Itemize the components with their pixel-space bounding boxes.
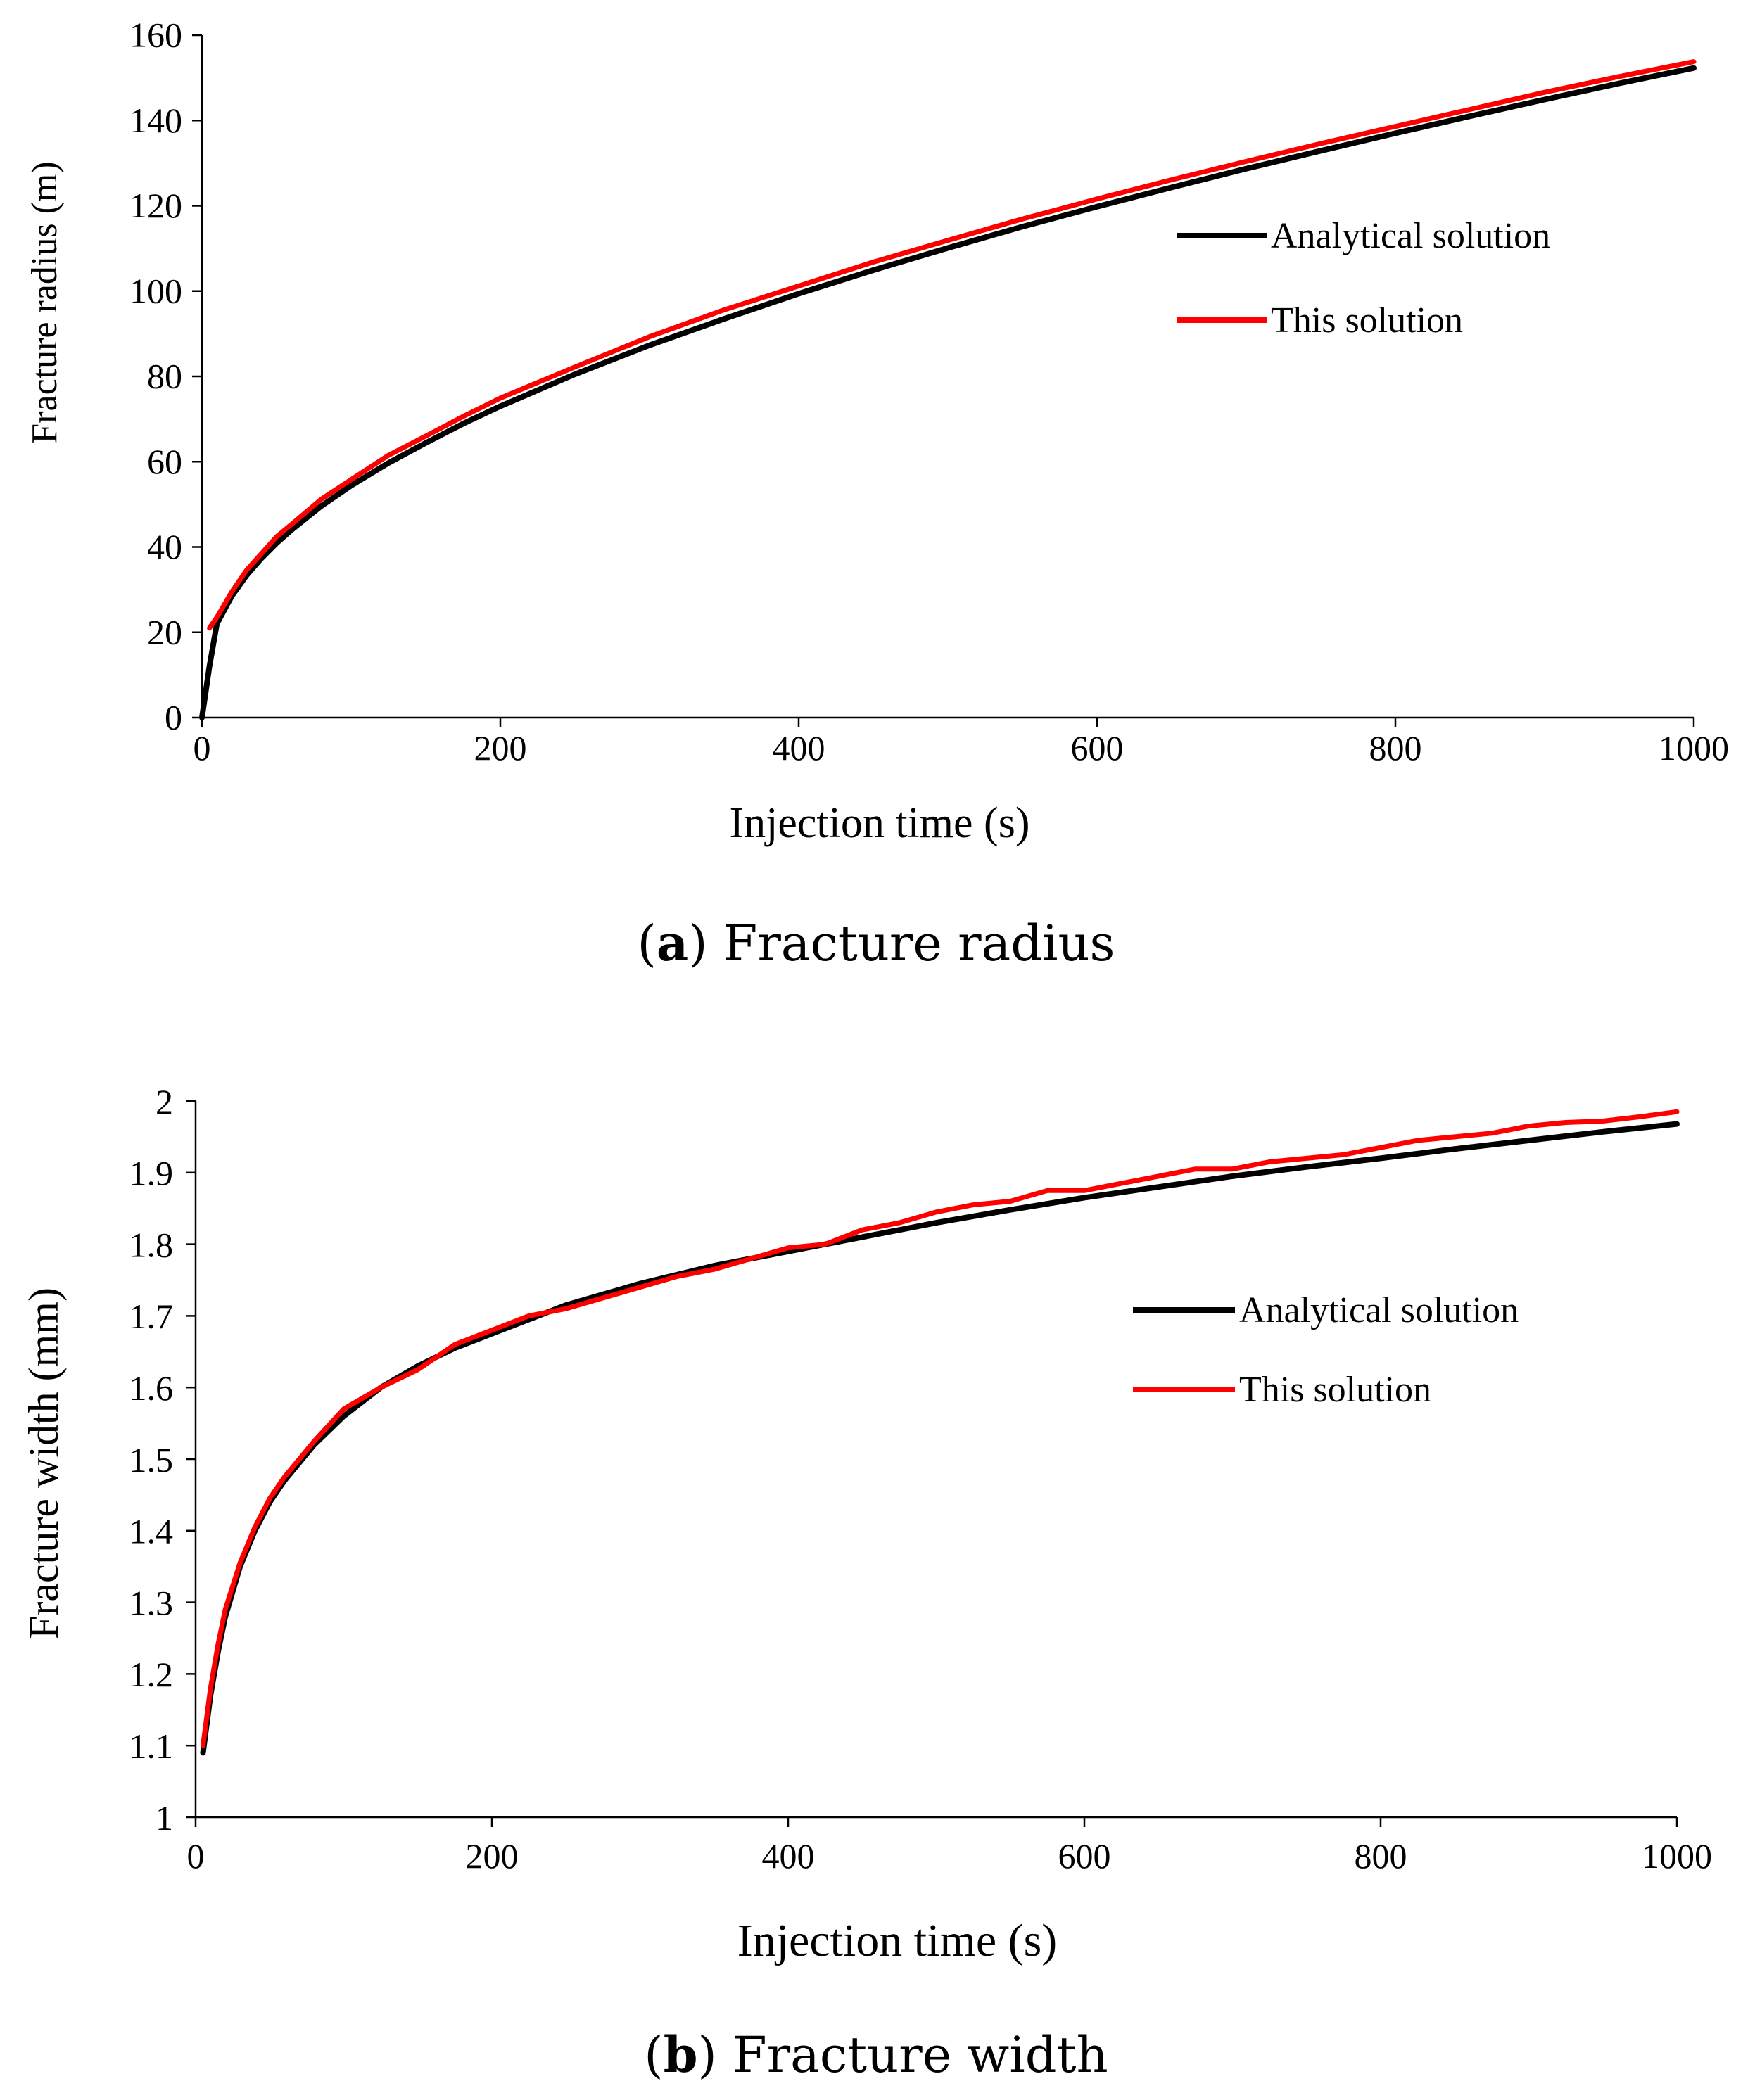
- y-tick-label: 160: [129, 15, 182, 55]
- chart-panel-a: 0 20 40 60 80 100 120 140 160 0 200 400 600 800 1000 A…: [25, 15, 1729, 973]
- legend-label: This solution: [1239, 1370, 1431, 1410]
- y-tick-label: 100: [129, 271, 182, 310]
- x-axis-title-b: Injection time (s): [737, 1915, 1058, 1966]
- y-tick-label: 1.8: [129, 1225, 174, 1264]
- y-tick-label: 1.4: [129, 1512, 174, 1551]
- x-axis-title-a: Injection time (s): [730, 799, 1030, 847]
- series-line-analytical: [200, 1121, 1680, 1756]
- x-tick-label: 600: [1071, 728, 1124, 768]
- y-tick-label: 20: [147, 612, 182, 651]
- x-tick-label: 0: [194, 728, 211, 768]
- x-tick-label: 200: [466, 1836, 519, 1876]
- caption-a: (a) Fracture radius: [638, 914, 1115, 972]
- x-tick-label: 400: [762, 1836, 815, 1876]
- series-line-this-solution: [201, 1109, 1680, 1748]
- series-layer-a: [199, 59, 1697, 720]
- y-tick-label: 80: [147, 357, 182, 396]
- x-tick-label: 200: [474, 728, 527, 768]
- y-tick-label: 60: [147, 442, 182, 481]
- x-tick-label: 400: [773, 728, 825, 768]
- x-tick-label: 1000: [1642, 1836, 1712, 1876]
- legend-label: Analytical solution: [1239, 1290, 1519, 1330]
- x-tick-label: 600: [1058, 1836, 1111, 1876]
- axes-a: 0 20 40 60 80 100 120 140 160 0 200 400 600 800 1000: [129, 15, 1729, 768]
- y-tick-label: 40: [147, 527, 182, 566]
- x-tick-label: 0: [187, 1836, 205, 1876]
- y-tick-label: 1.3: [129, 1583, 174, 1622]
- y-tick-label: 1.6: [129, 1368, 174, 1408]
- caption-b: (b) Fracture width: [644, 2025, 1108, 2084]
- axes-b: 1 1.1 1.2 1.3 1.4 1.5 1.6 1.7 1.8 1.9 2 0 200 400 600 8…: [129, 1082, 1713, 1876]
- y-tick-label: 1.1: [129, 1726, 174, 1766]
- y-tick-label: 1.9: [129, 1154, 174, 1193]
- y-axis-title-b: Fracture width (mm): [20, 1287, 67, 1639]
- x-tick-label: 800: [1355, 1836, 1407, 1876]
- y-tick-label: 1.7: [129, 1297, 174, 1336]
- y-tick-label: 120: [129, 186, 182, 225]
- y-tick-label: 1.2: [129, 1655, 174, 1694]
- y-axis-title-a: Fracture radius (m): [25, 161, 65, 443]
- series-layer-b: [200, 1109, 1680, 1756]
- legend-label: This solution: [1271, 300, 1463, 341]
- chart-panel-b: 1 1.1 1.2 1.3 1.4 1.5 1.6 1.7 1.8 1.9 2 0 200 400 600 8…: [20, 1082, 1712, 2084]
- y-tick-label: 2: [156, 1082, 173, 1121]
- y-tick-label: 140: [129, 101, 182, 140]
- y-tick-label: 1.5: [129, 1440, 174, 1479]
- x-tick-label: 800: [1369, 728, 1422, 768]
- x-tick-label: 1000: [1659, 728, 1729, 768]
- y-tick-label: 0: [165, 698, 182, 737]
- legend-a: Analytical solution This solution: [1177, 216, 1550, 341]
- legend-b: Analytical solution This solution: [1133, 1290, 1519, 1410]
- series-line-this-solution: [207, 59, 1697, 631]
- legend-label: Analytical solution: [1271, 216, 1550, 256]
- y-tick-label: 1: [156, 1798, 173, 1838]
- series-line-analytical: [199, 65, 1697, 720]
